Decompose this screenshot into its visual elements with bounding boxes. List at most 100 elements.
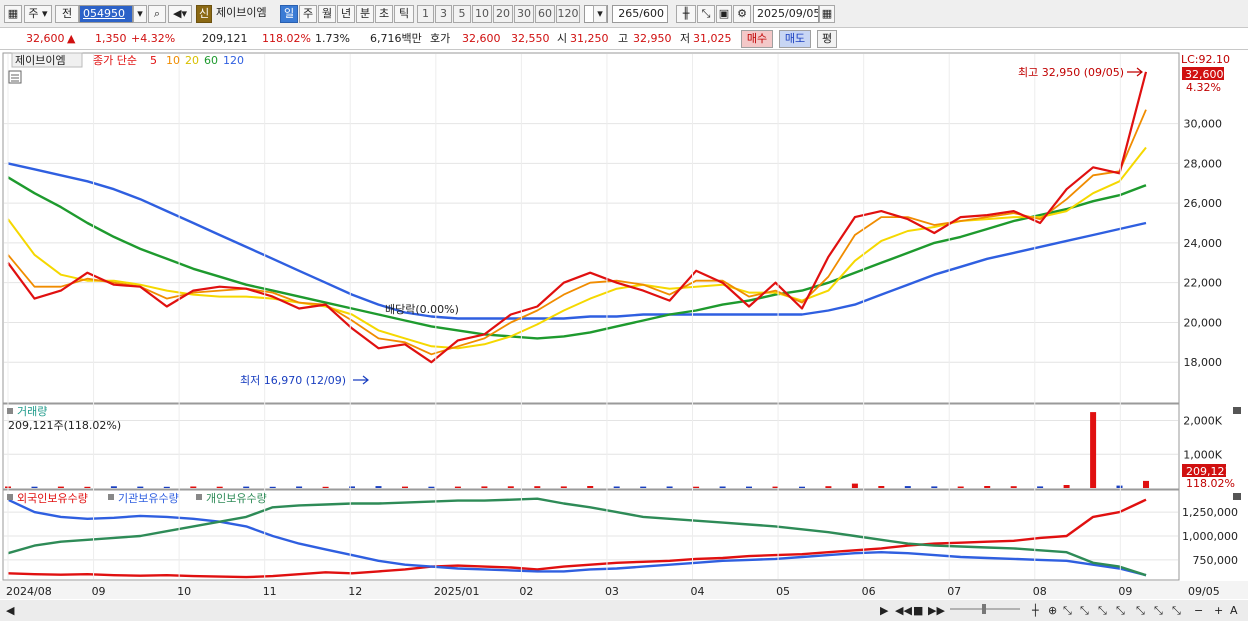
x-tick-label-8: 04 [691,585,705,598]
split7-icon[interactable]: ⤡ [1172,604,1181,617]
moving-average-lines [7,71,1148,364]
code-dropdown-icon[interactable]: ▾ [133,5,147,23]
volume-bar [1063,485,1070,488]
number-20-button[interactable]: 20 [493,5,513,23]
data-count: 265 [618,7,640,20]
volume-legend-marker [7,408,13,414]
gear-icon[interactable]: ⚙ [733,5,751,23]
volume-bar [402,486,408,488]
data-count-display[interactable]: 265/600 [612,5,668,23]
zoom-slider-handle[interactable] [982,604,986,614]
x-tick-label-11: 07 [947,585,961,598]
volume-bar [243,486,250,488]
holdings-close-icon[interactable] [1233,493,1241,500]
scroll-bar[interactable] [0,600,1248,621]
low-price: 31,025 [693,32,732,45]
date-input[interactable]: 2025/09/05 [753,5,819,23]
toolbar: ▦ 주 ▾ 전 054950 ▾ ⌕ ◀▾ 신 제이브이엠 일 주 월 년 분 … [0,0,1248,28]
split-icon[interactable]: ⤡ [1063,604,1072,617]
crosshair-icon[interactable]: ⊕ [1048,604,1057,617]
unit-month-button[interactable]: 월 [318,5,336,23]
volume-bar [640,486,647,488]
price-tick-label-2: 22,000 [1184,277,1223,290]
volume-bar [507,486,514,488]
unit-week-button[interactable]: 주 [299,5,317,23]
period-select[interactable]: 주 ▾ [24,5,52,23]
number-3-button[interactable]: 3 [435,5,452,23]
zoom-in-icon[interactable]: + [1214,604,1223,617]
volume-bar [84,486,91,488]
number-10-button[interactable]: 10 [472,5,492,23]
stock-code-input[interactable]: 054950 [79,5,133,23]
unit-year-button[interactable]: 년 [337,5,355,23]
buy-button[interactable]: 매수 [741,30,773,48]
holdings-legend-marker-3 [196,494,202,500]
unit-second-button[interactable]: 초 [375,5,393,23]
split5-icon[interactable]: ⤡ [1136,604,1145,617]
volume-bar [931,486,938,488]
x-tick-label-4: 12 [348,585,362,598]
candle-icon[interactable]: ╫ [676,5,696,23]
vol-tag-box [1182,464,1226,477]
x-tick-label-6: 02 [519,585,533,598]
split2-icon[interactable]: ⤡ [1080,604,1089,617]
number-30-button[interactable]: 30 [514,5,534,23]
holdings-line-1 [7,498,1147,577]
new-badge: 신 [196,5,212,23]
holdings-tick-label-1: 1,000,000 [1182,530,1238,543]
ma-line-120 [7,162,1147,320]
volume-bar [428,486,435,488]
unit-day-button[interactable]: 일 [280,5,298,23]
unit-tick-button[interactable]: 틱 [394,5,414,23]
legend-volume-value: 209,121주(118.02%) [8,419,121,432]
rewind-icon[interactable]: ◀◀ [895,604,912,617]
volume-bar [746,486,752,488]
price-tag-box [1182,67,1224,80]
holdings-grid [4,511,1178,561]
table-icon[interactable] [8,70,22,84]
number-120-button[interactable]: 120 [556,5,580,23]
sell-button[interactable]: 매도 [779,30,811,48]
split6-icon[interactable]: ⤡ [1154,604,1163,617]
calendar-icon[interactable]: ▦ [819,5,835,23]
scroll-left-icon[interactable]: ◀ [6,604,15,617]
number-60-button[interactable]: 60 [535,5,555,23]
prev-select[interactable]: 전 [55,5,79,23]
price-tick-label-5: 28,000 [1184,157,1223,170]
volume-bar [216,486,223,488]
legend-ma-prefix: 종가 단순 [93,54,137,67]
x-tick-label-9: 05 [776,585,790,598]
drawing-tool-icon[interactable]: ⤡ [697,5,715,23]
play-icon[interactable]: ▶ [880,604,889,617]
split3-icon[interactable]: ⤡ [1098,604,1107,617]
search-icon[interactable]: ⌕ [148,5,166,23]
split4-icon[interactable]: ⤡ [1116,604,1125,617]
chart-type-icon[interactable]: ▦ [4,5,22,23]
volume-bar [719,486,726,488]
volume-bar [190,486,197,488]
unit-minute-button[interactable]: 분 [356,5,374,23]
table-icon-lines [11,74,19,82]
legend-foreign: 외국인보유수량 [17,492,88,505]
auto-scale-icon[interactable]: A [1230,604,1238,617]
legend-ma5: 5 [150,54,157,67]
eval-button[interactable]: 평 [817,30,837,48]
x-tick-label-last: 09/05 [1188,585,1220,598]
stop-icon[interactable]: ■ [913,604,923,617]
grid-icon[interactable]: ┼ [1031,603,1039,617]
zoom-out-icon[interactable]: − [1194,604,1203,617]
vol-tag: 209,121 [1186,465,1232,478]
volume-close-icon[interactable] [1233,407,1241,414]
open-label: 시 [557,32,568,45]
chart-area[interactable]: 18,000 20,000 22,000 24,000 26,000 28,000 30,0… [0,51,1248,621]
pct-tag: 4.32% [1186,81,1221,94]
x-tick-label-2: 10 [177,585,191,598]
up-arrow-icon: ▲ [67,32,76,45]
custom-dropdown-icon[interactable]: ▾ [593,5,607,23]
number-1-button[interactable]: 1 [417,5,434,23]
save-icon[interactable]: ▣ [716,5,732,23]
number-5-button[interactable]: 5 [453,5,471,23]
forward-icon[interactable]: ▶▶ [928,604,945,617]
speaker-icon[interactable]: ◀▾ [168,5,192,23]
volume-bar [878,486,885,488]
